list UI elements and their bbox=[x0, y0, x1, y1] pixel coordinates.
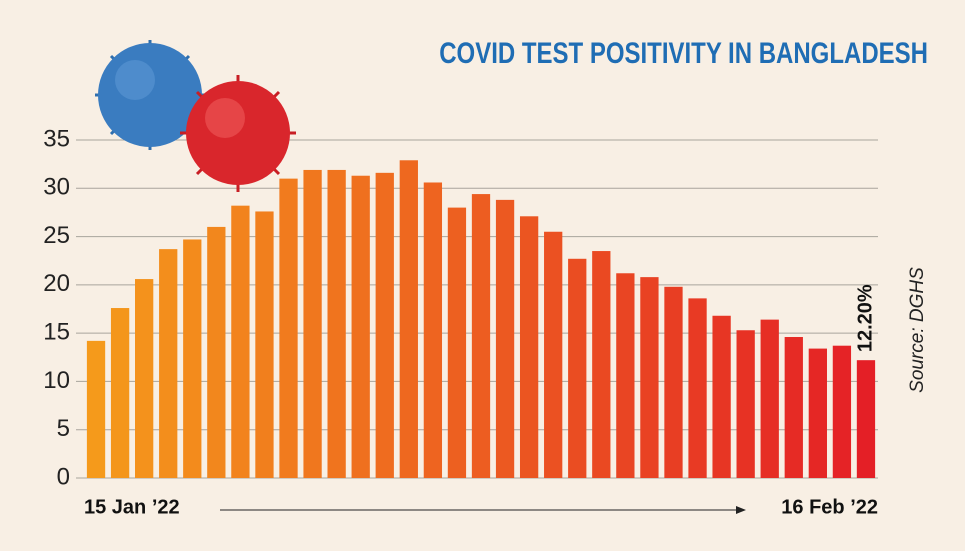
bar bbox=[183, 239, 202, 478]
bar bbox=[86, 340, 106, 478]
bar bbox=[544, 231, 563, 478]
y-tick-label: 30 bbox=[43, 174, 70, 201]
bar bbox=[255, 211, 274, 478]
source: Source: DGHS bbox=[907, 267, 928, 393]
y-tick-label: 35 bbox=[43, 125, 70, 152]
bar bbox=[568, 258, 587, 478]
bar bbox=[760, 319, 779, 478]
bar bbox=[808, 348, 827, 478]
y-tick-label: 20 bbox=[43, 270, 70, 297]
bar bbox=[712, 315, 731, 478]
bars bbox=[86, 160, 876, 479]
bar bbox=[351, 175, 370, 478]
arrow-head bbox=[736, 506, 746, 514]
bar bbox=[399, 160, 418, 478]
bar bbox=[231, 205, 250, 478]
bar bbox=[519, 216, 539, 478]
bar bbox=[327, 169, 346, 479]
x-tick-label: 16 Feb ’22 bbox=[781, 496, 878, 518]
bar bbox=[375, 172, 394, 478]
y-tick-label: 15 bbox=[43, 318, 70, 345]
bar bbox=[616, 273, 635, 478]
bar bbox=[423, 182, 443, 478]
bar bbox=[110, 308, 130, 478]
bar bbox=[159, 249, 178, 478]
virus-red bbox=[180, 75, 296, 192]
bar bbox=[856, 360, 876, 478]
bar bbox=[207, 226, 226, 478]
y-tick-label: 25 bbox=[43, 222, 70, 249]
bar bbox=[784, 337, 803, 478]
bar bbox=[495, 199, 515, 479]
y-tick-label: 5 bbox=[57, 415, 70, 442]
bar bbox=[664, 286, 683, 478]
value-label: 12.20% bbox=[854, 284, 876, 352]
bar bbox=[688, 298, 707, 478]
x-tick-label: 15 Jan ’22 bbox=[84, 496, 180, 518]
bar bbox=[279, 178, 298, 478]
bar bbox=[640, 277, 659, 478]
y-tick-label: 10 bbox=[43, 367, 70, 394]
bar bbox=[592, 251, 611, 478]
bar bbox=[303, 169, 322, 479]
chart-title: COVID TEST POSITIVITY IN BANGLADESH bbox=[439, 35, 928, 69]
bar bbox=[135, 279, 154, 478]
bar bbox=[736, 330, 755, 478]
y-tick-label: 0 bbox=[57, 463, 70, 490]
bar bbox=[832, 345, 852, 478]
virus-blue bbox=[95, 40, 205, 150]
bar bbox=[471, 194, 491, 478]
bar bbox=[447, 207, 467, 478]
